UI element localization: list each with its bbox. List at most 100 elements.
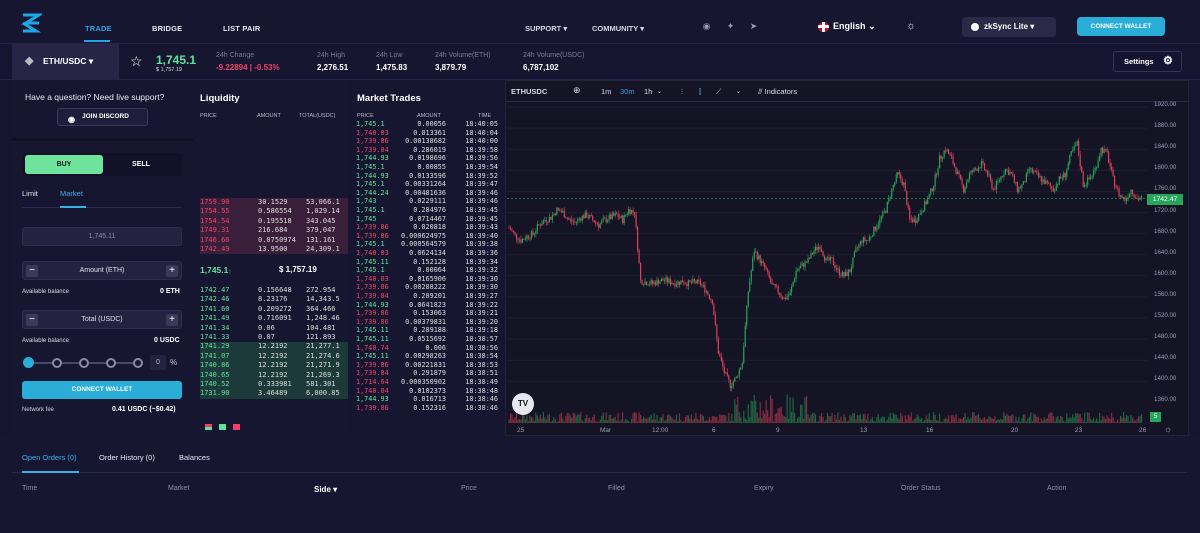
- bid-row[interactable]: 1742.46 8.23176 14,343.5: [200, 295, 348, 304]
- trade-amount: 0.016713: [413, 395, 446, 404]
- nav-trade[interactable]: TRADE: [85, 24, 112, 33]
- telegram-icon[interactable]: ➤: [749, 21, 758, 31]
- candle-body: [647, 284, 649, 286]
- tab-market[interactable]: Market: [60, 189, 83, 198]
- ask-row[interactable]: 1749.31 216.684 379,047: [200, 226, 348, 236]
- slider-stop[interactable]: [106, 358, 116, 368]
- total-input[interactable]: − Total (USDC) +: [22, 310, 182, 329]
- bid-row[interactable]: 1741.34 0.06 104.481: [200, 324, 348, 333]
- area-style-icon[interactable]: ⟋: [716, 87, 722, 96]
- time-tick: 13: [860, 427, 868, 434]
- slider-handle[interactable]: [23, 357, 34, 368]
- chevron-down-icon[interactable]: ⌄: [736, 89, 742, 95]
- language-selector[interactable]: English ⌄: [818, 21, 876, 32]
- theme-toggle-sun-icon[interactable]: ☼: [906, 20, 917, 32]
- bid-row[interactable]: 1741.60 0.209272 364.466: [200, 305, 348, 314]
- price-chart[interactable]: [505, 80, 1189, 436]
- candle-body: [508, 227, 510, 229]
- buy-tab[interactable]: BUY: [25, 155, 103, 174]
- candle-body: [801, 263, 803, 266]
- join-discord-button[interactable]: ◉ JOIN DISCORD: [57, 108, 148, 126]
- nav-bridge[interactable]: BRIDGE: [152, 24, 183, 33]
- bid-row[interactable]: 1741.29 12.2192 21,277.1: [200, 342, 348, 352]
- price-input[interactable]: 1,745.11: [22, 227, 182, 246]
- interval-1m[interactable]: 1m: [601, 87, 612, 96]
- price-tick: 1680.00: [1154, 227, 1177, 235]
- book-filter-asks-icon[interactable]: [233, 424, 240, 430]
- decrement-button[interactable]: −: [26, 314, 38, 326]
- bid-total: 104.481: [306, 323, 336, 332]
- price-tick: 1360.00: [1154, 396, 1177, 404]
- col-side[interactable]: Side ▾: [314, 485, 337, 494]
- bid-row[interactable]: 1741.33 0.07 121.893: [200, 333, 348, 342]
- nav-list-pair[interactable]: LIST PAIR: [223, 24, 261, 33]
- candle-body: [1012, 173, 1014, 176]
- bid-row[interactable]: 1740.86 12.2192 21,271.9: [200, 361, 348, 371]
- bid-row[interactable]: 1741.49 0.716091 1,248.46: [200, 314, 348, 323]
- bid-row[interactable]: 1741.07 12.2192 21,274.6: [200, 351, 348, 362]
- ask-row[interactable]: 1759.90 30.1529 53,066.1: [200, 198, 348, 208]
- ask-row[interactable]: 1746.66 0.0750974 131.161: [200, 235, 348, 245]
- connect-wallet-button[interactable]: CONNECT WALLET: [1077, 17, 1165, 36]
- chevron-down-icon[interactable]: ⌄: [657, 89, 663, 95]
- bid-row[interactable]: 1740.52 0.333981 581.301: [200, 380, 348, 390]
- community-menu[interactable]: COMMUNITY ▾: [592, 24, 644, 33]
- bid-row[interactable]: 1740.65 12.2192 21,269.3: [200, 370, 348, 380]
- chart-symbol[interactable]: ETHUSDC: [511, 87, 548, 96]
- support-menu[interactable]: SUPPORT ▾: [525, 24, 567, 33]
- chart-settings-gear-icon[interactable]: ☼: [1164, 424, 1173, 434]
- ask-row[interactable]: 1754.54 0.195518 343.045: [200, 216, 348, 227]
- ask-row[interactable]: 1754.55 0.586554 1,029.14: [200, 207, 348, 217]
- connect-wallet-button[interactable]: CONNECT WALLET: [22, 381, 182, 399]
- pair-selector[interactable]: ◆ ETH/USDC ▾: [12, 44, 119, 79]
- volume-bar: [961, 418, 963, 423]
- candle-body: [749, 281, 751, 292]
- slider-stop[interactable]: [52, 358, 62, 368]
- slider-stop[interactable]: [79, 358, 89, 368]
- add-compare-icon[interactable]: ⊕: [573, 85, 581, 95]
- increment-button[interactable]: +: [166, 265, 178, 277]
- amount-input[interactable]: − Amount (ETH) +: [22, 261, 182, 280]
- candle-body: [740, 367, 742, 370]
- increment-button[interactable]: +: [166, 314, 178, 326]
- chart-toolbar: [505, 80, 1189, 102]
- tradingview-logo-icon[interactable]: TV: [512, 393, 534, 415]
- slider-stop[interactable]: [133, 358, 143, 368]
- indicators-button[interactable]: ⫻ Indicators: [758, 87, 797, 97]
- zigzag-logo-icon[interactable]: [20, 12, 42, 34]
- tab-open-orders[interactable]: Open Orders (0): [22, 453, 77, 462]
- volume-bar: [980, 419, 983, 423]
- book-filter-both-icon[interactable]: [205, 424, 212, 430]
- percent-input[interactable]: 0: [150, 355, 166, 370]
- settings-button[interactable]: Settings ⚙: [1113, 51, 1182, 72]
- tab-limit[interactable]: Limit: [22, 189, 38, 198]
- volume-bar: [822, 416, 824, 423]
- twitter-icon[interactable]: ✦: [726, 21, 735, 31]
- trade-price: 1,744.93: [356, 300, 389, 309]
- candle-body: [897, 172, 899, 175]
- interval-30m[interactable]: 30m: [620, 87, 635, 96]
- trade-amount: 0.013361: [413, 128, 446, 137]
- candle-style-icon[interactable]: ⫿: [699, 87, 702, 96]
- tab-order-history[interactable]: Order History (0): [99, 453, 155, 462]
- candle-body: [717, 338, 719, 354]
- ask-row[interactable]: 1742.49 13.9500 24,309.1: [200, 245, 348, 255]
- interval-1h[interactable]: 1h: [644, 87, 653, 96]
- volume-bar: [726, 421, 728, 423]
- tab-balances[interactable]: Balances: [179, 453, 210, 462]
- candle-body: [788, 295, 790, 297]
- sell-tab[interactable]: SELL: [132, 161, 150, 168]
- favorite-star-icon[interactable]: ☆: [130, 53, 143, 69]
- bar-style-icon[interactable]: ⫶: [681, 87, 683, 96]
- volume-bar: [898, 419, 900, 423]
- decrement-button[interactable]: −: [26, 265, 38, 277]
- network-selector[interactable]: zkSync Lite ▾: [962, 17, 1056, 37]
- bid-price: 1741.49: [200, 314, 230, 323]
- stat-value: 3,879.79: [435, 63, 467, 72]
- candlestick-plot[interactable]: [507, 103, 1147, 423]
- bid-row[interactable]: 1742.47 0.156648 272.954: [200, 286, 348, 295]
- bid-row[interactable]: 1731.90 3.46489 6,000.85: [200, 389, 348, 399]
- book-filter-bids-icon[interactable]: [219, 424, 226, 430]
- candle-body: [557, 207, 559, 210]
- discord-icon[interactable]: ◉: [702, 21, 711, 31]
